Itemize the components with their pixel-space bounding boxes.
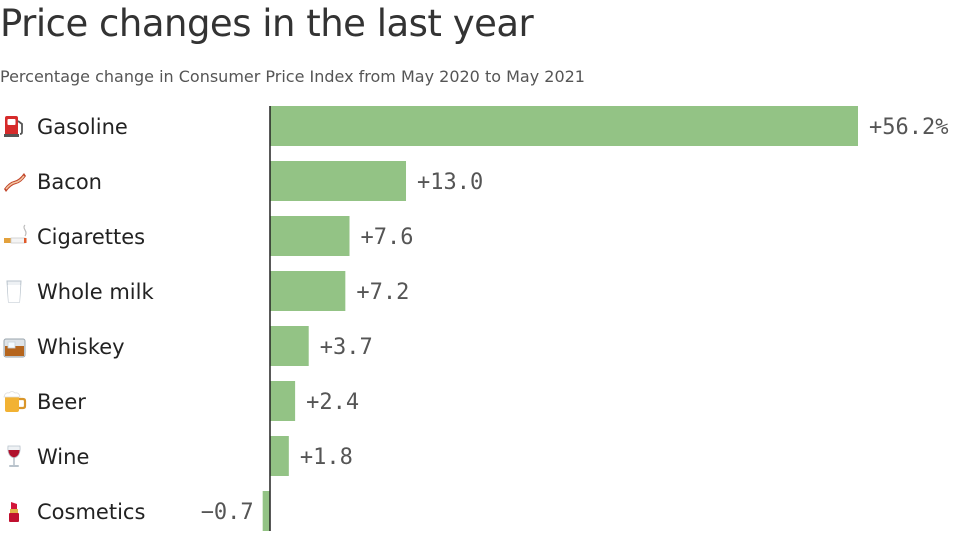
bar [270,161,407,201]
chart-title: Price changes in the last year [0,2,534,45]
milk-glass-icon [6,280,22,303]
value-label: +13.0 [417,170,483,195]
fuel-pump-icon [4,116,23,137]
cigarette-icon [4,224,27,244]
category-label: Cigarettes [37,225,145,249]
chart-subtitle: Percentage change in Consumer Price Inde… [0,67,585,86]
lipstick-icon [9,502,19,522]
bar [270,326,309,366]
value-label: +2.4 [306,390,359,415]
value-label: +3.7 [320,335,373,360]
bar [270,106,858,146]
category-label: Bacon [37,170,102,194]
category-label: Gasoline [37,115,128,139]
value-label: +7.6 [361,225,414,250]
bacon-icon [4,173,26,192]
value-label: −0.7 [201,500,254,525]
value-label: +7.2 [356,280,409,305]
bar [270,216,350,256]
wine-glass-icon [7,445,21,467]
category-label: Cosmetics [37,500,145,524]
bar [270,381,296,421]
whiskey-glass-icon [3,338,26,358]
category-label: Whole milk [37,280,154,304]
beer-mug-icon [3,391,27,412]
value-label: +1.8 [300,445,353,470]
bar [270,271,346,311]
category-label: Wine [37,445,89,469]
category-label: Whiskey [37,335,125,359]
bar [270,436,289,476]
category-label: Beer [37,390,86,414]
value-label: +56.2% [869,115,948,140]
bar [262,491,270,531]
